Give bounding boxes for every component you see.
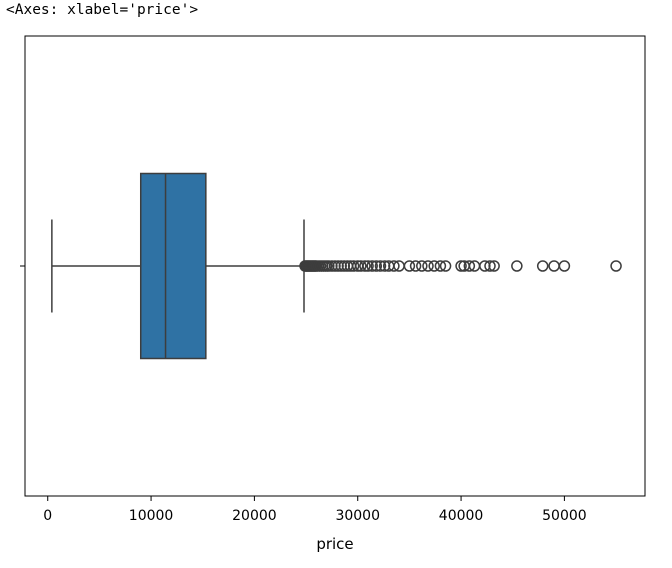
outlier-point (374, 260, 387, 272)
outlier-point (370, 260, 383, 272)
outlier-point (403, 260, 416, 272)
outlier-point (366, 260, 378, 272)
outlier-point (558, 260, 571, 272)
outlier-point (428, 260, 440, 272)
outlier-point (455, 260, 467, 272)
x-tick-label: 50000 (542, 508, 587, 524)
axes-repr-text: <Axes: xlabel='price'> (6, 2, 199, 18)
outlier-point (359, 260, 371, 272)
x-tick-label: 40000 (439, 508, 484, 524)
outlier-point (463, 260, 476, 272)
x-tick-label: 0 (43, 508, 52, 524)
outlier-point (347, 260, 360, 272)
outlier-point (610, 260, 622, 272)
outlier-point (362, 260, 374, 272)
outlier-point (422, 260, 434, 272)
axes-frame (24, 35, 646, 497)
outlier-point (548, 260, 560, 272)
x-axis-label: price (316, 535, 353, 553)
outlier-point (409, 260, 422, 272)
x-axis: 0 10000 20000 30000 40000 50000 (20, 265, 587, 524)
x-tick-label: 20000 (232, 508, 277, 524)
x-tick-label: 10000 (129, 508, 174, 524)
x-tick-label: 30000 (335, 508, 380, 524)
outlier-point (439, 260, 452, 272)
outlier-point (434, 260, 447, 272)
outlier-point (536, 260, 549, 272)
outlier-point (355, 260, 367, 272)
outlier-point (488, 260, 500, 272)
outlier-point (484, 260, 496, 272)
outlier-point (388, 260, 400, 272)
plot-area (51, 172, 622, 360)
iqr-box (139, 172, 207, 360)
outlier-point (511, 260, 523, 272)
outlier-point (416, 260, 428, 272)
